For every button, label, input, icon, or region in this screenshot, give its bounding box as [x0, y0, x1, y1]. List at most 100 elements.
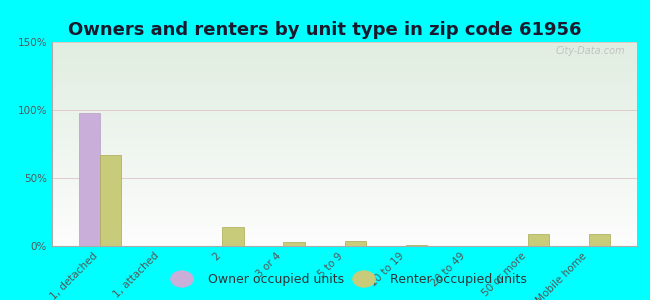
Bar: [52, 242, 637, 244]
Text: Owners and renters by unit type in zip code 61956: Owners and renters by unit type in zip c…: [68, 21, 582, 39]
Bar: [52, 56, 637, 58]
Bar: [52, 67, 637, 68]
Bar: [52, 107, 637, 109]
Bar: [52, 81, 637, 83]
Bar: [52, 201, 637, 203]
Bar: [52, 105, 637, 107]
Bar: [52, 148, 637, 150]
Bar: [52, 46, 637, 48]
Bar: [52, 70, 637, 73]
Bar: [52, 54, 637, 56]
Bar: [52, 48, 637, 50]
Bar: [52, 221, 637, 224]
Bar: [52, 119, 637, 122]
Bar: [344, 241, 366, 246]
Bar: [52, 193, 637, 195]
Bar: [52, 50, 637, 52]
Bar: [52, 60, 637, 62]
Bar: [52, 156, 637, 158]
Bar: [52, 191, 637, 193]
Bar: [52, 195, 637, 197]
Bar: [52, 134, 637, 136]
Bar: [52, 203, 637, 205]
Bar: [222, 227, 244, 246]
Bar: [52, 152, 637, 154]
Bar: [52, 218, 637, 220]
Bar: [52, 83, 637, 85]
Bar: [52, 136, 637, 138]
Bar: [283, 242, 305, 246]
Bar: [52, 236, 637, 238]
Bar: [52, 132, 637, 134]
Bar: [406, 245, 427, 246]
Bar: [52, 44, 637, 46]
Bar: [52, 164, 637, 166]
Bar: [52, 187, 637, 189]
Bar: [100, 155, 122, 246]
Bar: [52, 232, 637, 234]
Bar: [52, 64, 637, 67]
Bar: [52, 142, 637, 144]
Bar: [52, 244, 637, 246]
Bar: [52, 99, 637, 101]
Bar: [52, 89, 637, 91]
Bar: [52, 160, 637, 162]
Bar: [52, 215, 637, 217]
Bar: [52, 101, 637, 103]
Bar: [52, 175, 637, 177]
Bar: [52, 85, 637, 87]
Bar: [52, 144, 637, 146]
Bar: [52, 79, 637, 81]
Text: City-Data.com: City-Data.com: [556, 46, 625, 56]
Bar: [52, 228, 637, 230]
Bar: [52, 97, 637, 99]
Bar: [52, 93, 637, 95]
Bar: [52, 220, 637, 221]
Bar: [589, 234, 610, 246]
Bar: [52, 211, 637, 213]
Text: Owner occupied units: Owner occupied units: [208, 272, 344, 286]
Bar: [52, 179, 637, 181]
Bar: [528, 234, 549, 246]
Bar: [52, 126, 637, 128]
Bar: [52, 95, 637, 97]
Bar: [52, 109, 637, 111]
Bar: [52, 207, 637, 209]
Bar: [52, 87, 637, 89]
Bar: [52, 42, 637, 44]
Bar: [52, 122, 637, 124]
Bar: [52, 138, 637, 140]
Bar: [52, 118, 637, 119]
Bar: [52, 58, 637, 60]
Bar: [52, 91, 637, 93]
Bar: [52, 189, 637, 191]
Bar: [52, 169, 637, 170]
Bar: [52, 128, 637, 130]
Bar: [52, 162, 637, 164]
Bar: [52, 111, 637, 113]
Bar: [52, 130, 637, 132]
Bar: [52, 170, 637, 172]
Bar: [52, 177, 637, 179]
Bar: [52, 146, 637, 148]
Bar: [52, 75, 637, 77]
Bar: [52, 77, 637, 79]
Bar: [52, 154, 637, 156]
Bar: [52, 238, 637, 240]
Bar: [52, 209, 637, 211]
Bar: [52, 172, 637, 175]
Bar: [52, 140, 637, 142]
Bar: [52, 183, 637, 185]
Bar: [52, 181, 637, 183]
Bar: [52, 205, 637, 207]
Bar: [52, 103, 637, 105]
Bar: [52, 150, 637, 152]
Bar: [52, 185, 637, 187]
Bar: [52, 224, 637, 226]
Bar: [79, 113, 100, 246]
Bar: [52, 158, 637, 160]
Bar: [52, 73, 637, 75]
Text: Renter occupied units: Renter occupied units: [390, 272, 527, 286]
Bar: [52, 199, 637, 201]
Bar: [52, 230, 637, 232]
